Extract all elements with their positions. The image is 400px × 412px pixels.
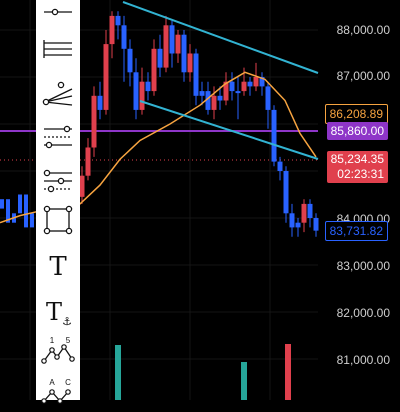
horizontal-ray-tool[interactable] <box>36 0 80 32</box>
candle-body <box>217 95 223 101</box>
text-icon: T <box>49 252 67 282</box>
svg-text:C: C <box>65 378 71 387</box>
candle-body <box>307 203 313 218</box>
ma-price-tag: 86,208.89 <box>324 104 388 124</box>
parallel-channel-icon <box>43 40 72 58</box>
candle-body <box>24 194 28 228</box>
candle-body <box>127 48 133 73</box>
text-tool[interactable]: T <box>36 245 80 285</box>
candle-body <box>187 53 193 73</box>
volume-bar <box>285 344 291 400</box>
fib-extension-icon <box>43 169 72 193</box>
pitchfork-icon <box>42 81 73 106</box>
candle-body <box>211 95 217 110</box>
fib-extension-tool[interactable] <box>36 160 80 200</box>
volume-bar <box>115 345 121 400</box>
candle-body <box>85 147 91 176</box>
parallel-channel-tool[interactable] <box>36 30 80 70</box>
candle-body <box>241 81 247 92</box>
price-label: 81,000.00 <box>336 353 390 367</box>
candle-body <box>247 81 253 87</box>
candle-body <box>253 77 259 87</box>
candle-body <box>271 109 277 162</box>
candle-body <box>193 53 199 96</box>
elliott-correction-icon: A C <box>41 378 71 404</box>
candle-body <box>265 86 271 110</box>
candle-body <box>163 25 169 68</box>
elliott-wave-abc-tool[interactable]: A C <box>36 372 80 412</box>
candle-body <box>151 48 157 92</box>
current-price-tag: 85,234.35 02:23:31 <box>326 151 388 183</box>
rectangle-tool[interactable] <box>36 200 80 240</box>
anchored-text-tool[interactable]: T ⚓ <box>36 291 80 331</box>
svg-text:T: T <box>49 252 67 282</box>
candle-body <box>121 25 127 49</box>
svg-text:T: T <box>46 298 62 326</box>
candle-body <box>277 161 283 171</box>
rectangle-icon <box>43 205 73 235</box>
candle-body <box>91 95 97 148</box>
low-price-tag: 83,731.82 <box>324 221 388 241</box>
candle-body <box>199 91 205 96</box>
candle-body <box>157 48 163 68</box>
candle-body <box>145 81 151 92</box>
volume-bars <box>115 344 291 400</box>
candle-body <box>18 194 22 214</box>
horizontal-ray-icon <box>44 8 72 16</box>
candle-body <box>229 81 235 92</box>
candle-body <box>181 34 187 73</box>
candle-body <box>235 91 241 94</box>
candle-body <box>133 72 139 110</box>
svg-text:5: 5 <box>66 336 71 345</box>
candle-body <box>30 213 34 228</box>
candle-body <box>139 81 145 110</box>
fib-retracement-icon <box>44 125 72 149</box>
elliott-impulse-icon: 1 5 <box>41 336 75 364</box>
candle-body <box>79 175 85 197</box>
candle-body <box>313 218 319 231</box>
anchored-text-icon: T ⚓ <box>46 298 72 328</box>
candle-body <box>175 34 181 54</box>
elliott-wave-12345-tool[interactable]: 1 5 <box>36 330 80 370</box>
price-label: 88,000.00 <box>336 23 390 37</box>
candle-body <box>0 199 4 209</box>
candle-body <box>169 25 175 54</box>
candle-body <box>205 91 211 110</box>
channel-upper-trendline <box>122 1 319 74</box>
candle-countdown: 02:23:31 <box>337 167 384 181</box>
candle-body <box>109 15 115 45</box>
svg-text:⚓: ⚓ <box>62 315 72 328</box>
fib-retracement-tool[interactable] <box>36 117 80 157</box>
candle-body <box>295 222 301 228</box>
candle-body <box>301 203 307 223</box>
svg-text:A: A <box>49 378 55 387</box>
candle-body <box>223 81 229 101</box>
candle-body <box>115 15 121 26</box>
price-label: 87,000.00 <box>336 69 390 83</box>
candle-body <box>103 44 109 110</box>
candle-body <box>97 95 103 110</box>
candle-body <box>259 77 265 87</box>
candle-body <box>6 199 10 223</box>
current-price: 85,234.35 <box>330 152 384 166</box>
candles <box>0 11 319 237</box>
candle-body <box>283 171 289 214</box>
pitchfork-tool[interactable] <box>36 73 80 113</box>
drawing-toolbar: T T ⚓ 1 5 A C <box>36 0 80 404</box>
volume-bar <box>241 362 247 400</box>
price-label: 82,000.00 <box>336 306 390 320</box>
line-price-tag: 85,860.00 <box>326 122 388 140</box>
candle-body <box>289 213 295 228</box>
svg-text:1: 1 <box>50 336 55 345</box>
price-label: 83,000.00 <box>336 259 390 273</box>
channel-lower-trendline <box>139 100 319 160</box>
